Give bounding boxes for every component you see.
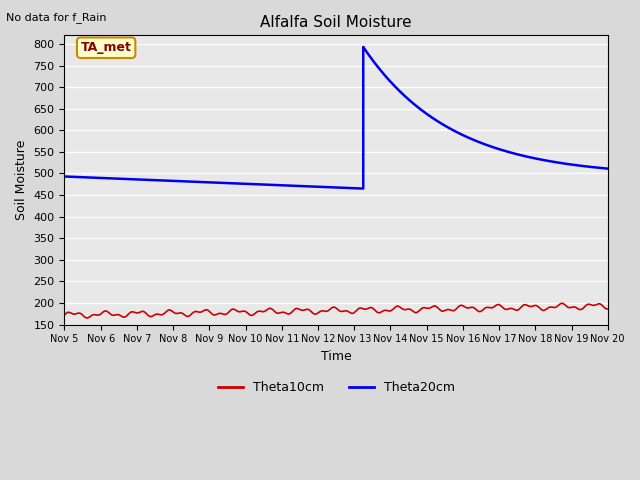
X-axis label: Time: Time (321, 350, 351, 363)
Legend: Theta10cm, Theta20cm: Theta10cm, Theta20cm (212, 376, 460, 399)
Text: TA_met: TA_met (81, 41, 132, 54)
Text: No data for f_Rain: No data for f_Rain (6, 12, 107, 23)
Y-axis label: Soil Moisture: Soil Moisture (15, 140, 28, 220)
Title: Alfalfa Soil Moisture: Alfalfa Soil Moisture (260, 15, 412, 30)
